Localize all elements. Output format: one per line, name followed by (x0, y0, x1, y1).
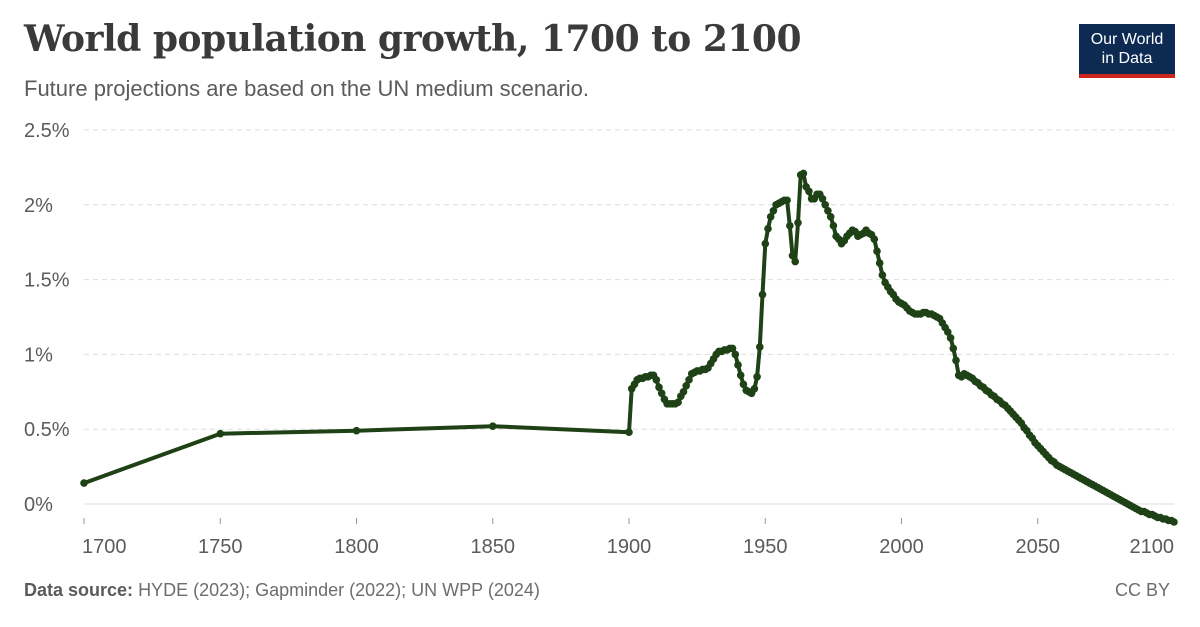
data-point[interactable] (818, 195, 827, 203)
data-point[interactable] (878, 271, 887, 279)
x-tick-label: 2050 (1016, 536, 1061, 558)
data-point[interactable] (679, 388, 688, 396)
data-point[interactable] (352, 426, 361, 435)
data-point[interactable] (674, 398, 682, 407)
series-points (80, 169, 1178, 526)
x-tick-label: 1950 (743, 536, 788, 558)
data-point[interactable] (1170, 518, 1178, 526)
data-point[interactable] (731, 350, 740, 359)
data-point[interactable] (80, 479, 88, 487)
data-point[interactable] (949, 344, 958, 353)
data-point[interactable] (769, 207, 778, 215)
data-point[interactable] (756, 343, 764, 351)
license-link[interactable]: CC BY (1114, 580, 1170, 600)
x-tick-label: 2100 (1130, 536, 1175, 558)
data-point[interactable] (786, 221, 794, 230)
data-source-label: Data source: (24, 580, 134, 600)
y-tick-label: 0% (24, 494, 53, 516)
x-axis-ticks: 1700 1750 1800 1850 1900 1950 2000 2050 2100 (82, 518, 1175, 558)
data-point[interactable] (761, 239, 770, 248)
data-point[interactable] (652, 376, 661, 384)
y-tick-label: 2% (24, 195, 53, 217)
data-point[interactable] (766, 213, 775, 221)
data-point[interactable] (739, 380, 748, 389)
data-point[interactable] (788, 251, 797, 260)
y-tick-label: 1% (24, 344, 53, 366)
y-tick-label: 2.5% (24, 120, 70, 142)
data-point[interactable] (799, 169, 808, 178)
data-point[interactable] (805, 187, 813, 196)
data-point[interactable] (736, 371, 745, 380)
y-axis-ticks: 0% 0.5% 1% 1.5% 2% 2.5% (24, 120, 70, 516)
grid-lines (84, 129, 1174, 505)
data-point[interactable] (946, 334, 955, 342)
logo-line-1: Our World (1090, 31, 1164, 48)
data-point[interactable] (655, 383, 663, 392)
x-tick-label: 2000 (879, 536, 924, 558)
chart-title: World population growth, 1700 to 2100 (24, 18, 802, 60)
data-point[interactable] (728, 344, 737, 353)
y-tick-label: 1.5% (24, 270, 70, 292)
owid-logo[interactable]: Our World in Data (1079, 24, 1175, 78)
series-line[interactable] (82, 171, 1176, 524)
data-point[interactable] (489, 422, 497, 431)
data-point[interactable] (783, 196, 791, 205)
data-point[interactable] (657, 389, 666, 398)
data-point[interactable] (758, 290, 767, 299)
data-point[interactable] (682, 382, 690, 390)
data-point[interactable] (791, 257, 799, 266)
data-point[interactable] (870, 235, 879, 243)
chart-subtitle: Future projections are based on the UN m… (24, 76, 589, 101)
data-point[interactable] (875, 259, 884, 267)
data-point[interactable] (826, 213, 835, 221)
data-point[interactable] (216, 429, 225, 438)
data-point[interactable] (750, 385, 759, 393)
logo-line-2: in Data (1101, 50, 1153, 67)
data-point[interactable] (952, 356, 960, 365)
data-point[interactable] (734, 361, 742, 369)
data-point[interactable] (824, 207, 832, 215)
x-tick-label: 1850 (471, 536, 516, 558)
data-point[interactable] (625, 428, 633, 437)
x-tick-label: 1700 (82, 536, 127, 558)
x-tick-label: 1800 (334, 536, 379, 558)
data-point[interactable] (753, 373, 761, 381)
data-point[interactable] (685, 376, 693, 384)
data-point[interactable] (944, 328, 952, 336)
data-point[interactable] (794, 219, 802, 227)
data-point[interactable] (829, 221, 838, 230)
data-source: Data source: HYDE (2023); Gapminder (202… (24, 580, 540, 601)
x-tick-label: 1900 (607, 536, 652, 558)
x-tick-label: 1750 (198, 536, 243, 558)
data-point[interactable] (873, 247, 881, 255)
data-source-text[interactable]: HYDE (2023); Gapminder (2022); UN WPP (2… (138, 580, 540, 600)
y-tick-label: 0.5% (24, 419, 70, 441)
data-point[interactable] (821, 201, 829, 209)
data-point[interactable] (764, 224, 772, 233)
